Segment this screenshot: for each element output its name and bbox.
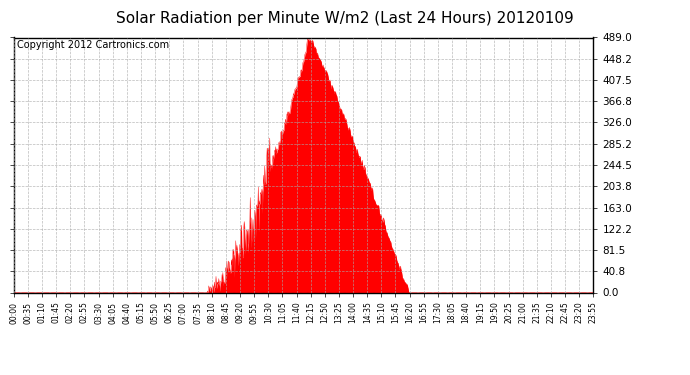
Text: Copyright 2012 Cartronics.com: Copyright 2012 Cartronics.com — [17, 40, 169, 50]
Text: Solar Radiation per Minute W/m2 (Last 24 Hours) 20120109: Solar Radiation per Minute W/m2 (Last 24… — [116, 11, 574, 26]
